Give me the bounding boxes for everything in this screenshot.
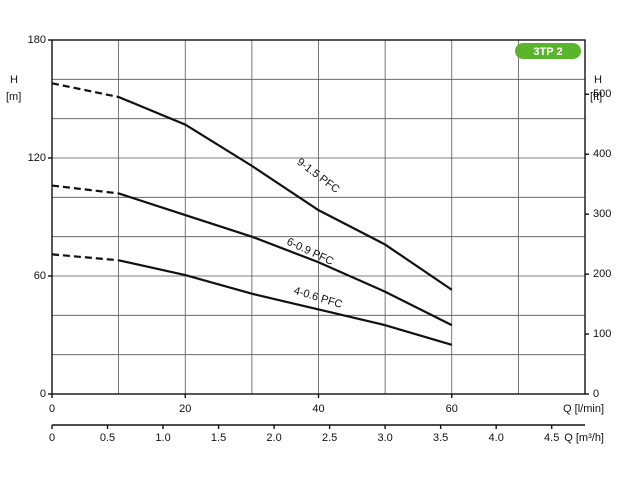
y-tick-label: 120 <box>28 152 46 164</box>
y-tick-label: 0 <box>40 388 46 400</box>
y2-axis-unit: [ft] <box>590 91 602 103</box>
y2-axis-label: H <box>594 74 602 86</box>
y-tick-label: 180 <box>28 34 46 46</box>
y2-tick-label: 200 <box>593 268 611 280</box>
x2-tick-label: 0 <box>49 432 55 444</box>
curve <box>118 259 453 346</box>
badge <box>515 43 581 59</box>
x2-tick-label: 1.0 <box>155 432 170 444</box>
x2-tick-label: 2.0 <box>266 432 281 444</box>
x2-tick-label: 0.5 <box>100 432 115 444</box>
y2-tick-label: 100 <box>593 328 611 340</box>
x-tick-label: 40 <box>312 403 324 415</box>
badge-label: 3TP 2 <box>533 46 562 58</box>
y-axis-unit: [m] <box>6 91 21 103</box>
curve <box>51 184 119 195</box>
x2-tick-label: 3.0 <box>377 432 392 444</box>
y-tick-label: 60 <box>34 270 46 282</box>
x-tick-label: 20 <box>179 403 191 415</box>
x2-tick-label: 4.0 <box>489 432 504 444</box>
y2-tick-label: 0 <box>593 388 599 400</box>
x-tick-label: 0 <box>49 403 55 415</box>
curve <box>51 253 119 262</box>
x-axis-label: Q [l/min] <box>563 403 604 415</box>
curve <box>118 96 453 291</box>
y2-tick-label: 400 <box>593 148 611 160</box>
y2-tick-label: 500 <box>593 88 611 100</box>
y2-tick-label: 300 <box>593 208 611 220</box>
y-axis-label: H <box>10 74 18 86</box>
x-tick-label: 60 <box>446 403 458 415</box>
x2-tick-label: 2.5 <box>322 432 337 444</box>
x2-axis-label: Q [m³/h] <box>564 432 604 444</box>
x2-tick-label: 3.5 <box>433 432 448 444</box>
x2-tick-label: 4.5 <box>544 432 559 444</box>
curve <box>51 82 119 99</box>
x2-tick-label: 1.5 <box>211 432 226 444</box>
curve <box>118 192 453 327</box>
